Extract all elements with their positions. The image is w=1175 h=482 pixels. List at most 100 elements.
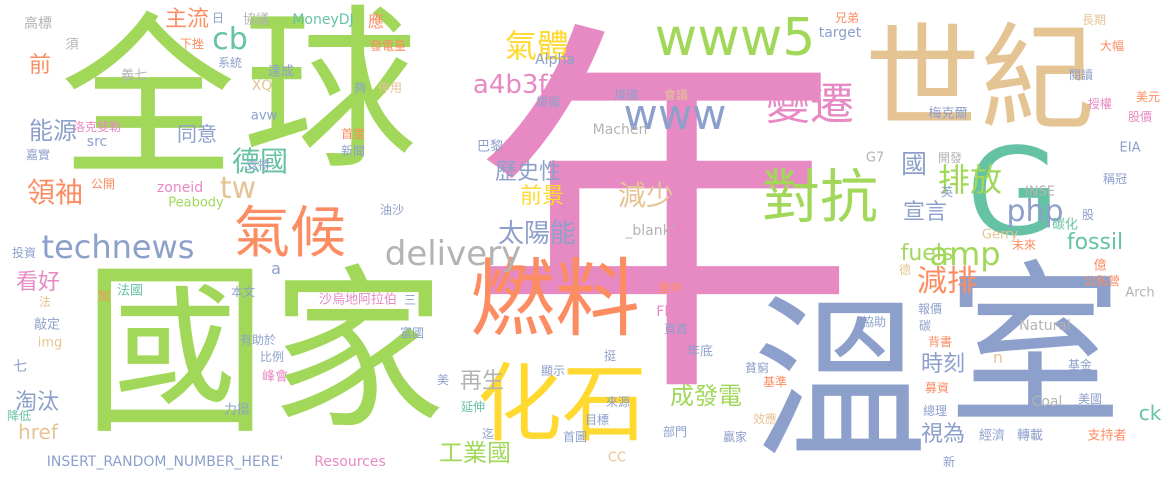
word-jingji: 經濟 xyxy=(978,428,1006,444)
word-www: www xyxy=(623,90,727,139)
word-san: 三 xyxy=(403,293,417,307)
word-target: target xyxy=(818,25,862,41)
word-qi2: 迄 xyxy=(481,427,495,441)
word-jizhun: 基準 xyxy=(762,375,788,389)
word-xianshi: 顯示 xyxy=(540,364,566,378)
word-xq: XQ xyxy=(251,78,273,94)
word-zhichizhe: 支持者 xyxy=(1087,428,1127,444)
word-zhuliu: 主流 xyxy=(164,7,210,32)
word-jiashi: 嘉實 xyxy=(25,148,51,162)
word-a: a xyxy=(271,259,281,278)
word-chengguan: 稱冠 xyxy=(1102,172,1128,186)
word-xieyi: 協議 xyxy=(242,12,270,28)
word-beishu: 背書 xyxy=(927,335,953,349)
word-shoudu: 首度 xyxy=(340,127,366,141)
word-xiacuo: 下挫 xyxy=(179,37,205,51)
word-shouye: 首圖 xyxy=(562,430,588,444)
word-xiezhu: 協助 xyxy=(861,315,887,329)
word-youzhuyu: 有助於 xyxy=(239,333,277,347)
word-jingli: 總理 xyxy=(922,404,948,418)
word-cc: CC xyxy=(607,450,627,466)
word-zhichi: 支持 xyxy=(245,158,271,172)
word-n: n xyxy=(992,348,1004,367)
word-qiao: 敲定 xyxy=(33,317,61,333)
word-pinqiong: 貧窮 xyxy=(744,361,770,375)
word-jianpai: 減排 xyxy=(917,264,977,299)
word-tongyi: 同意 xyxy=(177,122,217,146)
word-resources: Resources xyxy=(314,454,386,470)
word-gujia: 股價 xyxy=(1127,110,1153,124)
word-mucai: 募資 xyxy=(924,381,950,395)
word-ck: ck xyxy=(1138,401,1162,425)
word-tingyong: 停用 xyxy=(377,81,403,95)
word-kanhao: 看好 xyxy=(15,270,61,295)
word-fossil: fossil xyxy=(1066,230,1124,255)
word-meikeer: 梅克爾 xyxy=(928,106,968,122)
word-wen: 溫 xyxy=(752,280,928,482)
word-shiji: 世紀 xyxy=(864,12,1096,147)
word-gerry: Gerry xyxy=(981,227,1019,243)
word-de: 德 xyxy=(898,263,912,277)
word-peabody: Peabody xyxy=(168,195,224,211)
word-inse: INSE xyxy=(1024,184,1056,200)
word-tanhua: 碳化 xyxy=(1051,217,1079,233)
word-jia: 家 xyxy=(270,250,446,454)
word-natural: Natural xyxy=(1019,318,1071,334)
word-arch: Arch xyxy=(1125,285,1155,301)
word-xiongdi: 兄弟 xyxy=(834,11,860,25)
word-gongyeguo: 工業國 xyxy=(439,439,511,467)
word-meiguo: 美國 xyxy=(1077,392,1103,406)
word-jiangdi: 降低 xyxy=(6,409,32,423)
word-huiyi: 會議 xyxy=(663,88,689,102)
word-ying: 應 xyxy=(367,12,385,31)
word-jianshao: 減少 xyxy=(617,179,675,212)
word-ying2: 英 xyxy=(940,185,954,199)
word-meikuang: 煤礦 xyxy=(613,88,639,102)
word-moneydj: MoneyDJ xyxy=(292,12,354,28)
word-mei: 美 xyxy=(436,373,450,387)
word-fuels: fuels xyxy=(900,241,954,266)
word-xitong: 系統 xyxy=(217,56,243,70)
word-fuguo: 富國 xyxy=(399,326,425,340)
word-xinwen: 新聞 xyxy=(340,144,366,158)
word-guo2: 國 xyxy=(900,150,928,180)
word-php: php xyxy=(1006,194,1064,229)
word-bali: 巴黎 xyxy=(476,139,504,155)
word-benwen: 本文 xyxy=(230,285,256,299)
word-zengfu: 增幅 xyxy=(535,95,561,109)
word-qianjing: 前景 xyxy=(519,184,565,209)
word-huashi: 化石 xyxy=(476,355,648,455)
word-xuanyan: 宣言 xyxy=(902,200,948,225)
word-jijin: 基金 xyxy=(1067,358,1093,372)
word-xu: 須 xyxy=(65,37,79,53)
word-nengyuan: 能源 xyxy=(29,117,77,145)
word-lishixing: 歷史性 xyxy=(494,160,562,185)
word-weilai: 未來 xyxy=(1011,238,1037,252)
word-qiu: 球 xyxy=(242,0,418,194)
word-touzi: 投資 xyxy=(11,246,37,260)
word-shike: 時刻 xyxy=(920,352,966,377)
word-ting: 挺 xyxy=(603,349,617,363)
word-baojia: 報價 xyxy=(917,302,943,316)
word-qian: 前 xyxy=(28,53,52,78)
word-www5: www5 xyxy=(654,8,816,68)
word-amp: amp xyxy=(929,235,1001,273)
word-zoneid: zoneid xyxy=(156,180,204,196)
word-ri: 日 xyxy=(211,11,225,25)
word-shouquan: 授權 xyxy=(1087,97,1113,111)
word-gaobiao: 高標 xyxy=(24,16,52,32)
word-yuedu: 閱讀 xyxy=(1068,68,1094,82)
word-eia: EIA xyxy=(1119,140,1141,156)
word-dafu: 大幅 xyxy=(1099,39,1125,53)
word-tw: tw xyxy=(219,171,257,206)
word-cb: cb xyxy=(212,22,248,57)
word-paifang: 排放 xyxy=(937,161,1003,199)
word-duikang: 對抗 xyxy=(761,163,879,231)
word-technews: technews xyxy=(41,228,195,266)
word-niandi: 年底 xyxy=(686,344,714,360)
word-xin: 新 xyxy=(942,455,956,469)
word-img: img xyxy=(37,335,63,351)
word-tan: 碳 xyxy=(918,319,932,333)
word-deguo: 德國 xyxy=(231,145,289,178)
word-quan: 全 xyxy=(60,0,236,202)
